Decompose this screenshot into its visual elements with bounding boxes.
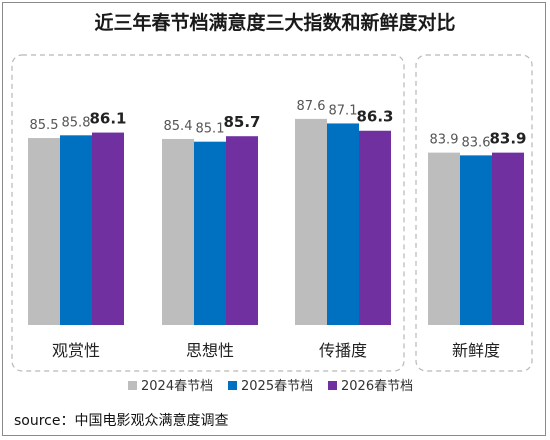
data-label: 87.6: [297, 99, 326, 114]
bar: [194, 141, 226, 325]
data-label: 87.1: [329, 103, 358, 118]
bar: [162, 138, 194, 325]
data-label: 85.4: [164, 119, 193, 134]
legend-label: 2024春节档: [141, 379, 213, 394]
group-box-indices: [11, 54, 405, 372]
legend-swatch: [328, 381, 337, 390]
bar: [295, 118, 327, 325]
data-label: 85.5: [30, 118, 59, 133]
bar: [226, 136, 258, 325]
bar: [428, 152, 460, 325]
legend-swatch: [128, 381, 137, 390]
legend-swatch: [228, 381, 237, 390]
data-label: 85.8: [62, 115, 91, 130]
data-label: 83.9: [430, 133, 459, 148]
category-label: 新鲜度: [452, 341, 500, 360]
legend-label: 2026春节档: [341, 379, 413, 394]
data-label: 86.3: [356, 108, 393, 126]
bar: [327, 123, 359, 325]
legend-label: 2025春节档: [241, 379, 313, 394]
bar: [60, 135, 92, 325]
bar: [460, 155, 492, 325]
bar: [359, 130, 391, 325]
data-label: 85.1: [196, 122, 225, 137]
category-label: 传播度: [319, 341, 367, 360]
data-label: 86.1: [89, 110, 126, 128]
category-label: 思想性: [186, 341, 234, 360]
source-note: source：中国电影观众满意度调查: [14, 413, 229, 429]
chart-title: 近三年春节档满意度三大指数和新鲜度对比: [94, 12, 456, 34]
bar: [28, 138, 60, 325]
data-label: 85.7: [223, 113, 260, 131]
bar: [92, 132, 124, 325]
data-label: 83.6: [462, 135, 491, 150]
data-label: 83.9: [489, 130, 526, 148]
category-label: 观赏性: [52, 341, 100, 360]
group-box-freshness: [415, 54, 533, 372]
bar: [492, 152, 524, 325]
